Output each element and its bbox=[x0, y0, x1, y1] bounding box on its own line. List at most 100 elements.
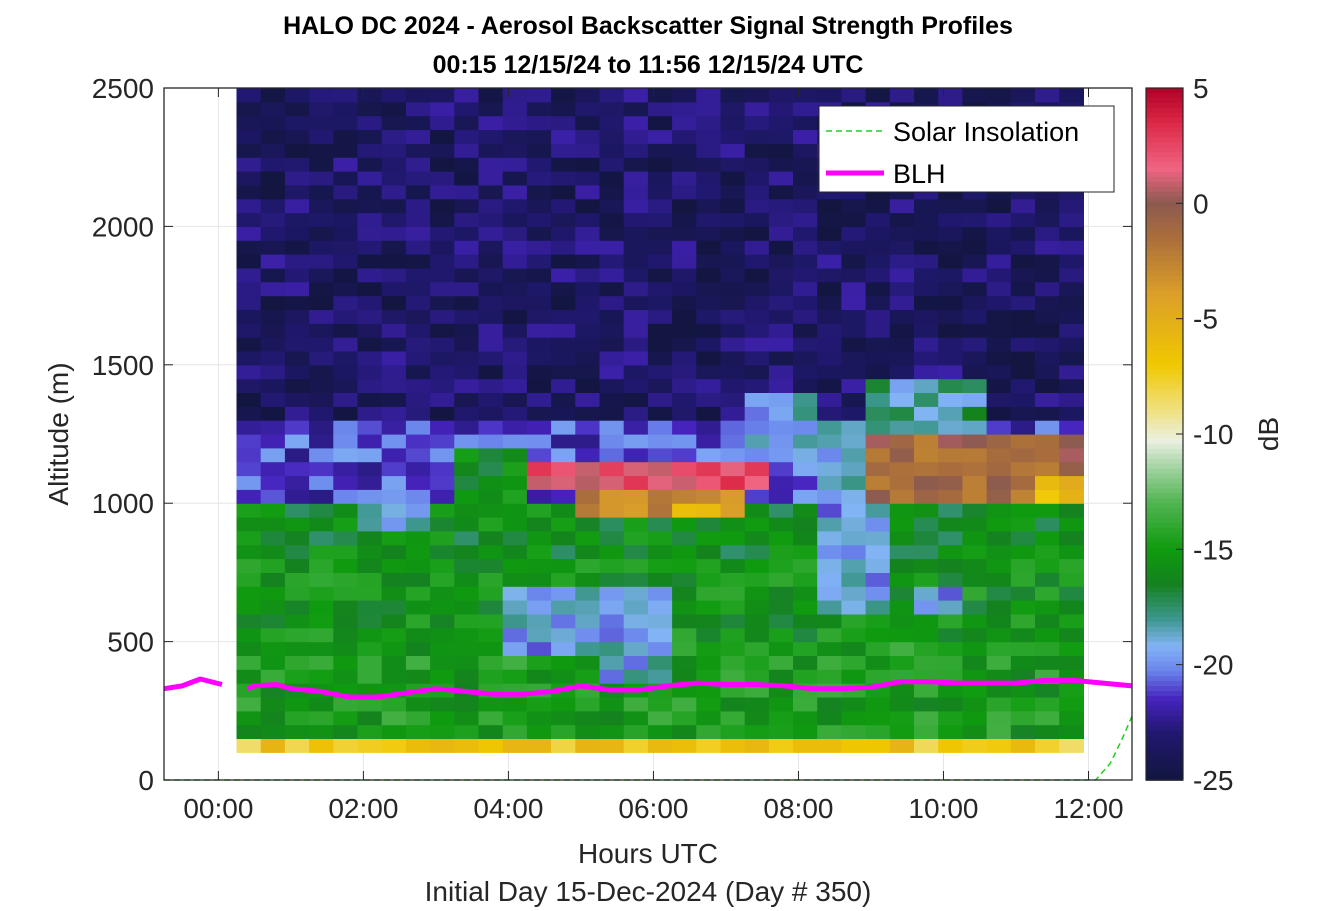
heatmap-cell bbox=[623, 88, 649, 103]
heatmap-cell bbox=[405, 143, 431, 158]
colorbar-segment bbox=[1146, 147, 1183, 154]
heatmap-cell bbox=[333, 129, 359, 144]
heatmap-cell bbox=[865, 88, 891, 103]
heatmap-cell bbox=[284, 281, 310, 297]
heatmap-cell bbox=[381, 88, 407, 103]
heatmap-cell bbox=[889, 434, 915, 449]
heatmap-cell bbox=[938, 392, 963, 407]
heatmap-cell bbox=[333, 281, 359, 297]
heatmap-cell bbox=[1035, 323, 1060, 338]
heatmap-cell bbox=[793, 171, 818, 186]
heatmap-cell bbox=[357, 600, 383, 615]
heatmap-cell bbox=[1059, 475, 1084, 490]
heatmap-cell bbox=[938, 254, 963, 269]
x-tick-label: 04:00 bbox=[473, 793, 543, 824]
heatmap-cell bbox=[236, 254, 262, 269]
heatmap-cell bbox=[720, 669, 746, 684]
heatmap-cell bbox=[672, 641, 697, 656]
heatmap-cell bbox=[889, 517, 915, 532]
heatmap-cell bbox=[817, 530, 842, 546]
heatmap-cell bbox=[696, 267, 722, 283]
heatmap-cell bbox=[478, 447, 504, 463]
heatmap-cell bbox=[841, 392, 867, 407]
heatmap-cell bbox=[430, 544, 455, 560]
heatmap-cell bbox=[599, 669, 625, 684]
heatmap-cell bbox=[672, 406, 697, 421]
heatmap-cell bbox=[914, 434, 939, 449]
heatmap-cell bbox=[405, 240, 431, 255]
heatmap-cell bbox=[817, 738, 842, 753]
heatmap-cell bbox=[502, 544, 528, 560]
heatmap-cell bbox=[793, 627, 818, 643]
heatmap-cell bbox=[575, 337, 601, 352]
heatmap-cell bbox=[914, 572, 939, 587]
heatmap-cell bbox=[986, 627, 1012, 643]
heatmap-cell bbox=[986, 461, 1012, 477]
heatmap-cell bbox=[720, 475, 746, 490]
heatmap-cell bbox=[623, 434, 649, 449]
heatmap-cell bbox=[551, 613, 576, 629]
heatmap-cell bbox=[405, 254, 431, 269]
heatmap-cell bbox=[357, 641, 383, 656]
heatmap-cell bbox=[841, 738, 867, 753]
heatmap-cell bbox=[914, 406, 939, 421]
x-axis-label: Hours UTC bbox=[578, 838, 718, 869]
heatmap-cell bbox=[889, 738, 915, 753]
heatmap-cell bbox=[1059, 613, 1084, 629]
heatmap-cell bbox=[841, 267, 867, 283]
heatmap-cell bbox=[865, 655, 891, 670]
heatmap-cell bbox=[720, 143, 746, 158]
heatmap-cell bbox=[309, 627, 334, 643]
heatmap-cell bbox=[454, 641, 480, 656]
heatmap-cell bbox=[889, 697, 915, 712]
heatmap-cell bbox=[430, 378, 455, 393]
heatmap-cell bbox=[236, 184, 262, 200]
heatmap-cell bbox=[938, 351, 963, 366]
heatmap-cell bbox=[357, 447, 383, 463]
heatmap-cell bbox=[744, 434, 770, 449]
heatmap-cell bbox=[889, 489, 915, 504]
colorbar-segment bbox=[1146, 710, 1183, 717]
heatmap-cell bbox=[768, 337, 794, 352]
heatmap-cell bbox=[914, 226, 939, 241]
heatmap-cell bbox=[575, 738, 601, 753]
heatmap-cell bbox=[841, 461, 867, 477]
heatmap-cell bbox=[430, 157, 455, 172]
heatmap-cell bbox=[309, 240, 334, 255]
heatmap-cell bbox=[357, 267, 383, 283]
colorbar-segment bbox=[1146, 463, 1183, 470]
heatmap-cell bbox=[889, 295, 915, 310]
heatmap-cell bbox=[405, 461, 431, 477]
colorbar-segment bbox=[1146, 142, 1183, 149]
heatmap-cell bbox=[260, 323, 286, 338]
heatmap-cell bbox=[381, 281, 407, 297]
heatmap-cell bbox=[672, 586, 697, 601]
heatmap-cell bbox=[1035, 544, 1060, 560]
heatmap-cell bbox=[696, 240, 722, 255]
heatmap-cell bbox=[1010, 461, 1036, 477]
heatmap-cell bbox=[696, 600, 722, 615]
colorbar-segment bbox=[1146, 152, 1183, 158]
heatmap-cell bbox=[623, 489, 649, 504]
heatmap-cell bbox=[672, 613, 697, 629]
heatmap-cell bbox=[1010, 434, 1036, 449]
heatmap-cell bbox=[454, 738, 480, 753]
colorbar-tick-label: -10 bbox=[1193, 419, 1233, 450]
heatmap-cell bbox=[551, 489, 576, 504]
heatmap-cell bbox=[744, 392, 770, 407]
colorbar-segment bbox=[1146, 409, 1183, 416]
heatmap-cell bbox=[599, 503, 625, 518]
heatmap-cell bbox=[430, 406, 455, 421]
heatmap-cell bbox=[1010, 267, 1036, 283]
heatmap-cell bbox=[647, 364, 673, 380]
heatmap-cell bbox=[284, 586, 310, 601]
heatmap-cell bbox=[672, 461, 697, 477]
heatmap-cell bbox=[1035, 517, 1060, 532]
colorbar-segment bbox=[1146, 631, 1183, 638]
heatmap-cell bbox=[430, 655, 455, 670]
heatmap-cell bbox=[309, 461, 334, 477]
heatmap-cell bbox=[744, 198, 770, 214]
heatmap-cell bbox=[260, 115, 286, 131]
heatmap-cell bbox=[962, 461, 988, 477]
heatmap-cell bbox=[938, 613, 963, 629]
